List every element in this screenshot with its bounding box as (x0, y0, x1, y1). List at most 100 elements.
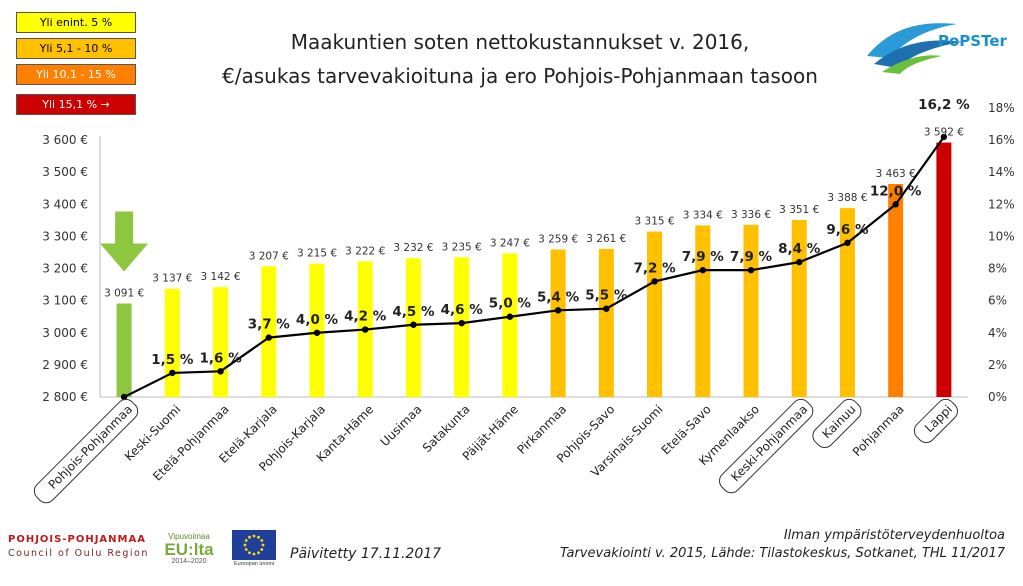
council-logo: POHJOIS-POHJANMAA Council of Oulu Region (8, 534, 158, 574)
difference-label: 5,0 % (489, 296, 532, 312)
y-tick-label: 3 500 € (42, 165, 88, 179)
difference-label: 7,9 % (682, 249, 725, 265)
bar (695, 225, 711, 397)
difference-label: 3,7 % (248, 317, 291, 333)
bar (936, 142, 952, 397)
x-category-label: Kainuu (820, 402, 859, 441)
difference-label: 7,9 % (730, 249, 773, 265)
y2-tick-label: 0% (988, 390, 1007, 404)
difference-label: 1,6 % (199, 350, 242, 366)
bar (791, 219, 807, 397)
y2-tick-label: 2% (988, 358, 1007, 372)
difference-point (603, 305, 610, 312)
difference-label: 4,2 % (344, 309, 387, 325)
council-logo-line1: POHJOIS-POHJANMAA (8, 534, 146, 545)
vipuvoimaa-text: Vipuvoimaa (168, 532, 210, 541)
vipuvoimaa-logo: Vipuvoimaa EU:lta 2014–2020 (158, 532, 220, 578)
difference-point (554, 307, 562, 314)
bar (116, 303, 132, 397)
bar-value-label: 3 247 € (490, 237, 530, 249)
y2-tick-label: 8% (988, 262, 1007, 276)
difference-point (892, 201, 899, 208)
bar (213, 287, 229, 397)
difference-line (123, 136, 945, 398)
y2-tick-label: 12% (988, 197, 1015, 211)
x-category-group: Uusimaa (378, 402, 425, 449)
x-category-box (913, 398, 958, 444)
y2-tick-label: 4% (988, 326, 1007, 340)
difference-label: 1,5 % (151, 352, 194, 368)
bar-value-label: 3 207 € (249, 250, 289, 262)
difference-label: 4,0 % (296, 312, 339, 328)
bar-value-label: 3 091 € (104, 288, 144, 300)
bar (261, 266, 277, 397)
difference-point (506, 313, 514, 320)
chart-title-line2: €/asukas tarvevakioituna ja ero Pohjois-… (222, 64, 818, 88)
y2-tick-label: 6% (988, 294, 1007, 308)
bar (598, 248, 614, 397)
difference-point (651, 278, 658, 285)
bar-value-label: 3 137 € (152, 273, 192, 285)
x-category-box (33, 398, 139, 504)
y-tick-label: 3 100 € (42, 294, 88, 308)
difference-label: 8,4 % (778, 241, 821, 257)
bar-value-label: 3 235 € (442, 241, 482, 253)
x-category-box (719, 398, 814, 494)
bar-value-label: 3 232 € (393, 242, 433, 254)
bar-value-label: 3 463 € (876, 168, 916, 180)
bar-value-label: 3 334 € (683, 209, 723, 221)
difference-label: 12,0 % (870, 183, 922, 199)
bar (550, 249, 566, 397)
bar-value-label: 3 215 € (297, 248, 337, 260)
difference-label: 9,6 % (826, 222, 869, 238)
footnote-environment: Ilman ympäristöterveydenhuoltoa (783, 528, 1005, 543)
bar (164, 288, 180, 397)
eulta-text: EU:lta (164, 540, 214, 559)
bar (454, 257, 470, 397)
bar (502, 253, 518, 397)
y2-tick-label: 18% (988, 101, 1015, 115)
y-tick-label: 3 400 € (42, 197, 88, 211)
y2-tick-label: 16% (988, 133, 1015, 147)
difference-point (844, 239, 851, 247)
x-category-label: Pohjois-Pohjanmaa (46, 402, 136, 492)
y-tick-label: 3 300 € (42, 229, 88, 243)
bar-value-label: 3 261 € (586, 233, 626, 245)
bar-value-label: 3 592 € (924, 127, 964, 139)
difference-point (120, 393, 128, 401)
difference-point (410, 321, 417, 328)
bar (743, 224, 759, 397)
y2-tick-label: 10% (988, 229, 1015, 243)
y-tick-label: 2 900 € (42, 358, 88, 372)
difference-point (796, 258, 803, 266)
eu-caption: Euroopan unioni (233, 561, 275, 567)
difference-point (217, 368, 224, 375)
bar-value-label: 3 222 € (345, 245, 385, 257)
updated-date: Päivitetty 17.11.2017 (290, 546, 442, 562)
bar-value-label: 3 388 € (827, 192, 867, 204)
chart-title-line1: Maakuntien soten nettokustannukset v. 20… (290, 30, 750, 54)
difference-label: 5,5 % (585, 288, 628, 304)
difference-point (747, 266, 755, 274)
difference-label: 7,2 % (633, 260, 676, 276)
popster-logo (867, 23, 962, 74)
footnote-source: Tarvevakiointi v. 2015, Lähde: Tilastoke… (559, 546, 1005, 561)
x-category-group: Lappi (913, 398, 958, 444)
bar (839, 208, 855, 397)
y-tick-label: 3 000 € (42, 326, 88, 340)
legend-item-2: Yli 5,1 - 10 % (16, 38, 136, 59)
x-category-group: Pohjanmaa (850, 402, 907, 459)
bar-value-label: 3 351 € (779, 204, 819, 216)
difference-label: 4,6 % (441, 302, 484, 318)
popster-logo-text: PoPSTer (938, 32, 1007, 50)
x-category-box (812, 398, 862, 449)
legend-item-1: Yli enint. 5 % (16, 12, 136, 33)
x-category-label: Pohjanmaa (850, 402, 907, 459)
bar-value-label: 3 336 € (731, 209, 771, 221)
difference-point (313, 329, 321, 336)
difference-point (458, 319, 465, 327)
y-tick-label: 3 600 € (42, 133, 88, 147)
difference-label: 4,5 % (392, 304, 435, 320)
y-tick-label: 2 800 € (42, 390, 88, 404)
